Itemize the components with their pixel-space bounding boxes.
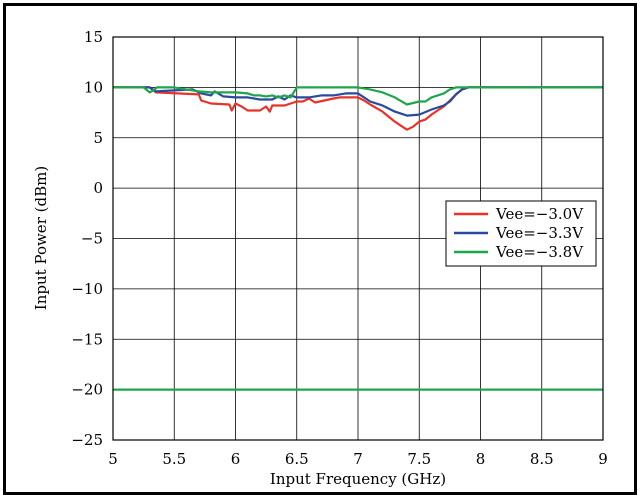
x-tick-label: 7 [353,450,363,468]
y-tick-labels: −25 −20 −15 −10 −5 0 5 10 15 [71,28,103,449]
x-tick-labels: 5 5.5 6 6.5 7 7.5 8 8.5 9 [108,450,608,468]
y-axis-label: Input Power (dBm) [32,166,50,310]
y-tick-label: −20 [71,381,103,399]
x-tick-label: 6 [231,450,241,468]
y-tick-label: 10 [84,78,103,96]
series-line-2 [113,86,603,106]
chart-frame: 5 5.5 6 6.5 7 7.5 8 8.5 9 −25 −20 −15 −10 −5 0 5 10 15 I… [3,3,637,495]
x-tick-label: 5 [108,450,118,468]
legend-label-1: Vee=−3.3V [495,224,584,242]
y-tick-label: −10 [71,280,103,298]
legend-label-0: Vee=−3.0V [495,205,584,223]
plot-border [112,36,604,441]
x-tick-label: 9 [598,450,608,468]
y-tick-label: −5 [81,230,103,248]
x-tick-label: 6.5 [285,450,309,468]
series-group [113,86,603,391]
chart-svg: 5 5.5 6 6.5 7 7.5 8 8.5 9 −25 −20 −15 −10 −5 0 5 10 15 I… [32,28,608,488]
y-tick-label: 5 [93,129,103,147]
x-tick-label: 8 [476,450,486,468]
y-tick-label: −15 [71,330,103,348]
x-tick-label: 5.5 [162,450,186,468]
x-tick-label: 7.5 [407,450,431,468]
x-tick-label: 8.5 [530,450,554,468]
y-tick-label: 0 [93,179,103,197]
legend-label-2: Vee=−3.8V [495,243,584,261]
x-axis-label: Input Frequency (GHz) [270,470,446,488]
y-tick-label: 15 [84,28,103,46]
y-tick-label: −25 [71,431,103,449]
series-line-0 [113,86,603,131]
